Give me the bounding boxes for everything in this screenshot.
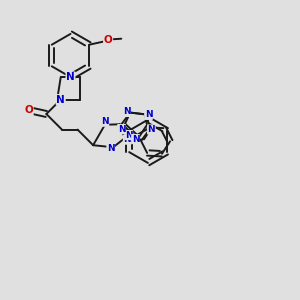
Text: N: N <box>101 117 109 126</box>
Text: N: N <box>125 130 133 140</box>
Text: N: N <box>107 144 115 153</box>
Text: N: N <box>56 94 65 105</box>
Text: N: N <box>118 124 125 134</box>
Text: N: N <box>148 125 155 134</box>
Text: O: O <box>104 35 112 45</box>
Text: N: N <box>66 72 75 82</box>
Text: N: N <box>145 110 152 119</box>
Text: N: N <box>123 107 130 116</box>
Text: N: N <box>123 135 131 144</box>
Text: O: O <box>24 105 33 116</box>
Text: N: N <box>132 135 139 144</box>
